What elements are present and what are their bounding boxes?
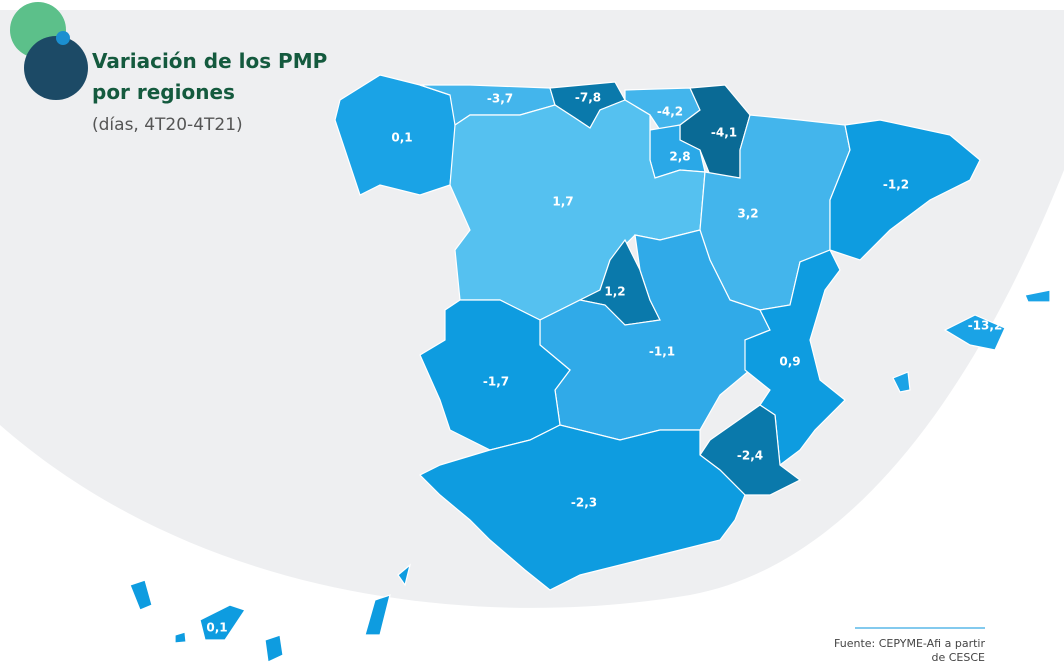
region-value: -1,7 bbox=[483, 375, 509, 389]
region-value: -1,1 bbox=[649, 345, 675, 359]
region bbox=[397, 563, 412, 587]
region-value: 2,8 bbox=[669, 150, 690, 164]
region-value: -2,3 bbox=[571, 496, 597, 510]
logo-circle bbox=[24, 36, 88, 100]
region bbox=[699, 404, 802, 496]
region-value: -2,4 bbox=[737, 449, 763, 463]
logo-circle bbox=[56, 31, 70, 45]
region bbox=[418, 424, 746, 591]
title: por regiones bbox=[92, 80, 235, 104]
region bbox=[129, 579, 153, 611]
region-value: -3,7 bbox=[487, 92, 513, 106]
region-value: -4,1 bbox=[711, 126, 737, 140]
regions: 0,1 -3,7 -7,8 -4,2 -4,1 2,8 1,7 3,2 -1,2 1,2 -1,1 0… bbox=[129, 74, 1051, 663]
region bbox=[943, 314, 1006, 351]
region bbox=[892, 371, 911, 393]
region-value: 0,1 bbox=[206, 621, 227, 635]
region-value: -1,2 bbox=[883, 178, 909, 192]
region-value: 1,2 bbox=[604, 285, 625, 299]
region-value: 3,2 bbox=[737, 207, 758, 221]
region bbox=[364, 594, 391, 636]
region bbox=[264, 634, 284, 663]
region-value: -4,2 bbox=[657, 105, 683, 119]
source: de CESCE bbox=[932, 651, 986, 664]
region bbox=[174, 631, 187, 644]
region bbox=[829, 119, 981, 261]
region bbox=[1024, 289, 1051, 303]
region-value: -7,8 bbox=[575, 91, 601, 105]
region-value: 0,9 bbox=[779, 355, 800, 369]
region bbox=[199, 604, 246, 641]
title: Variación de los PMP bbox=[92, 49, 327, 73]
source: Fuente: CEPYME-Afi a partir bbox=[834, 637, 985, 650]
region-value: -13,2 bbox=[968, 319, 1003, 333]
region-value: 0,1 bbox=[391, 131, 412, 145]
region-value: 1,7 bbox=[552, 195, 573, 209]
subtitle: (días, 4T20-4T21) bbox=[92, 115, 243, 135]
